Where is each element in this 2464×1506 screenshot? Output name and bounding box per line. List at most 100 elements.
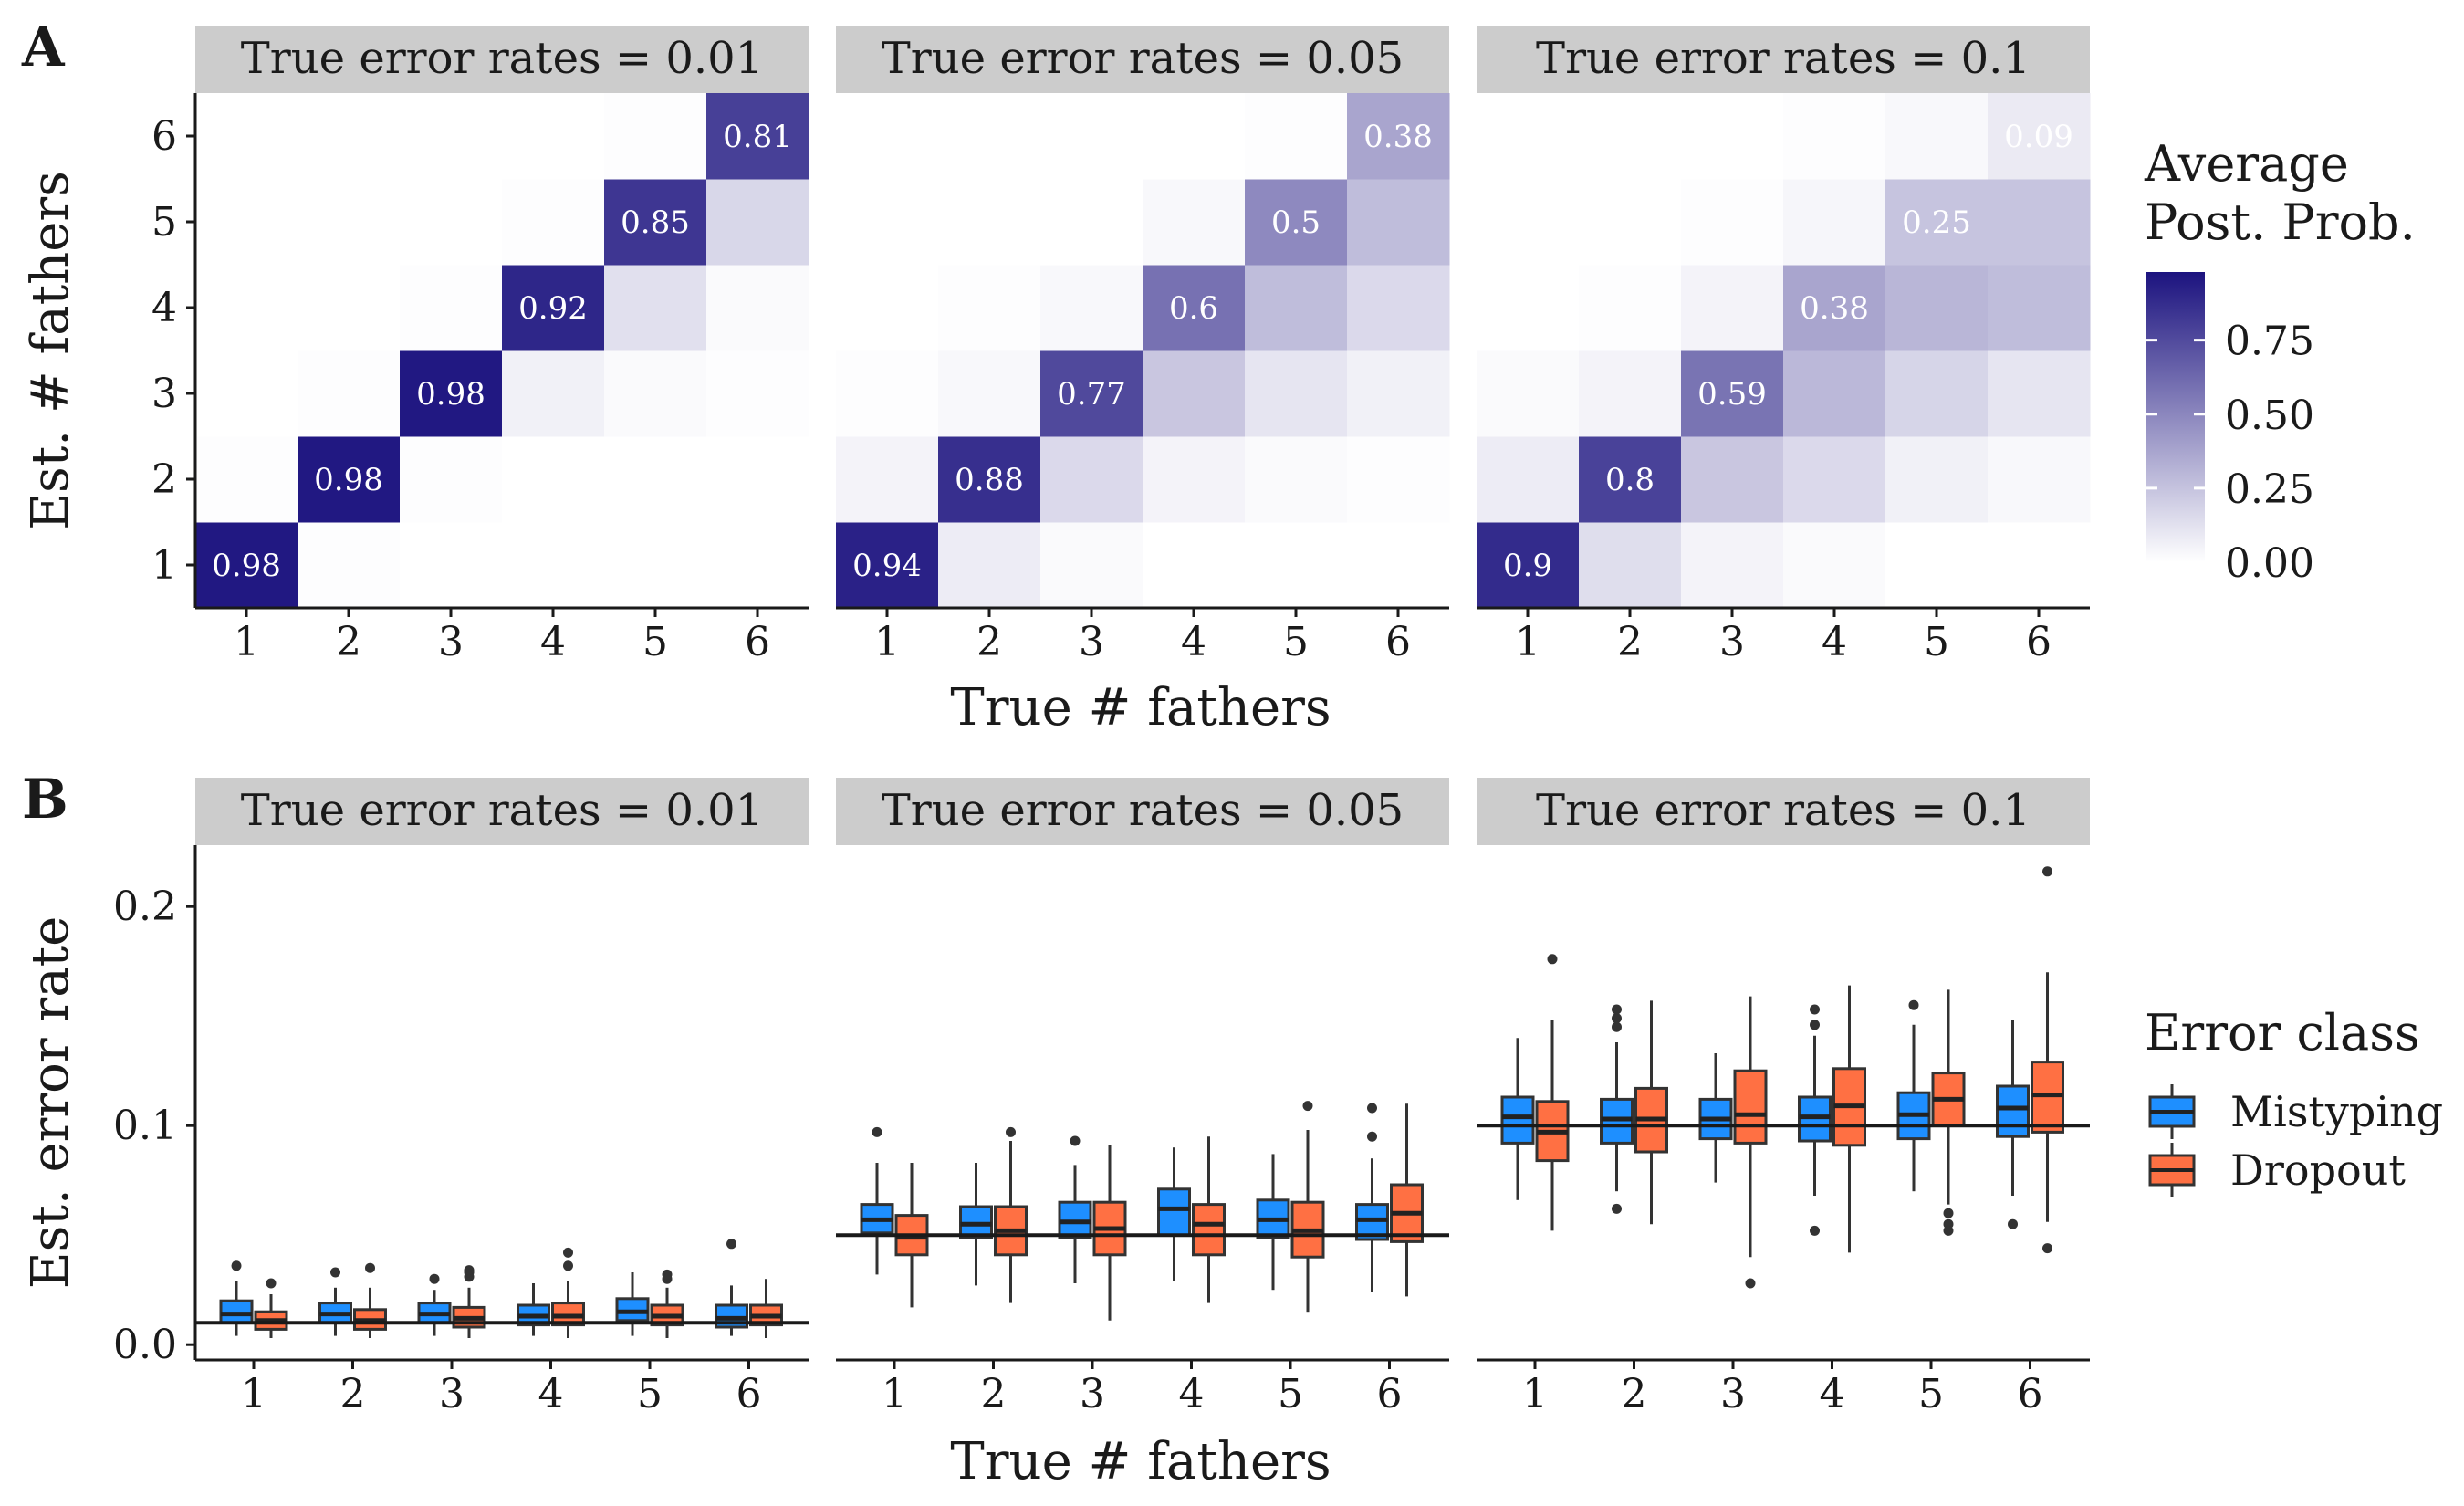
- heatmap-cell: [604, 350, 707, 437]
- y-tick-label-b: 0.0: [113, 1322, 177, 1368]
- box-dropout: [1192, 1203, 1226, 1257]
- x-tick-label-a: 2: [1617, 619, 1643, 665]
- x-tick-label-b: 6: [1377, 1371, 1403, 1417]
- heatmap-cell: [1783, 350, 1886, 437]
- facet-strip-b-1: [195, 778, 809, 845]
- heatmap-cell: [400, 350, 503, 437]
- heatmap-cell-label: 0.5: [1271, 204, 1321, 241]
- heatmap-cell: [298, 265, 401, 351]
- heatmap-cell: [1579, 436, 1682, 523]
- panel-tag-b: B: [22, 768, 68, 831]
- heatmap-cell: [1347, 179, 1450, 266]
- facet-strip-label-b-1: True error rates = 0.01: [241, 785, 763, 836]
- box-outlier: [563, 1247, 573, 1258]
- heatmap-cell: [195, 522, 298, 609]
- heatmap-cell: [195, 93, 298, 180]
- colorbar-tick-label: 0.50: [2225, 392, 2314, 439]
- heatmap-cell: [604, 436, 707, 523]
- heatmap-cell: [706, 93, 809, 180]
- x-tick-label-b: 5: [1278, 1371, 1303, 1417]
- heatmap-cell: [706, 436, 809, 523]
- box-outlier: [2042, 866, 2052, 877]
- box-mistyping: [1996, 1084, 2030, 1138]
- box-outlier: [1070, 1135, 1081, 1146]
- box-outlier: [1810, 1020, 1820, 1030]
- heatmap-cell: [298, 350, 401, 437]
- legend-error-class: Error class Mistyping Dropout: [2145, 1004, 2443, 1197]
- heatmap-cell: [1988, 93, 2091, 180]
- y-tick-label-a: 6: [151, 113, 177, 160]
- heatmap-cell: [1681, 265, 1784, 351]
- heatmap-cell: [400, 179, 503, 266]
- facet-strip-a-1: [195, 26, 809, 93]
- heatmap-cell: [1579, 522, 1682, 609]
- heatmap-cell: [1885, 179, 1989, 266]
- x-tick-label-a: 4: [1822, 619, 1847, 665]
- heatmap-cell: [1681, 179, 1784, 266]
- box-outlier: [1612, 1203, 1622, 1214]
- heatmap-cell: [502, 179, 605, 266]
- facet-strip-label-b-3: True error rates = 0.1: [1536, 785, 2031, 836]
- heatmap-cell: [1477, 179, 1580, 266]
- heatmap-cell-label: 0.98: [314, 462, 383, 498]
- heatmap-cell: [1681, 522, 1784, 609]
- heatmap-cell: [1885, 93, 1989, 180]
- x-tick-label-a: 3: [1079, 619, 1104, 665]
- facet-strip-b-2: [836, 778, 1449, 845]
- x-tick-label-b: 6: [2018, 1371, 2043, 1417]
- x-tick-label-b: 2: [1622, 1371, 1647, 1417]
- heatmap-cell-label: 0.81: [723, 119, 792, 155]
- heatmap-cell: [604, 522, 707, 609]
- heatmap-cell: [1347, 93, 1450, 180]
- heatmap-cell: [1579, 350, 1682, 437]
- y-axis-title-b: Est. error rate: [21, 916, 80, 1290]
- heatmap-cell: [1477, 93, 1580, 180]
- heatmap-cell: [1245, 350, 1348, 437]
- x-tick-label-b: 5: [637, 1371, 663, 1417]
- x-tick-label-a: 4: [1181, 619, 1206, 665]
- heatmap-cell: [195, 350, 298, 437]
- box-mistyping: [1157, 1187, 1191, 1237]
- y-tick-label-a: 2: [151, 456, 177, 503]
- box-outlier: [231, 1260, 242, 1271]
- heatmap-cell: [836, 179, 939, 266]
- heatmap-cell: [1681, 350, 1784, 437]
- box-outlier: [2042, 1243, 2052, 1254]
- y-axis-title-a: Est. # fathers: [21, 171, 80, 530]
- x-tick-label-a: 5: [642, 619, 668, 665]
- x-tick-label-b: 4: [1820, 1371, 1845, 1417]
- heatmap-cell: [836, 93, 939, 180]
- heatmap-cell: [1040, 265, 1143, 351]
- heatmap-cell: [1477, 436, 1580, 523]
- heatmap-cell: [502, 522, 605, 609]
- box-outlier: [2008, 1218, 2018, 1229]
- heatmap-cell: [195, 179, 298, 266]
- x-tick-label-a: 1: [1515, 619, 1540, 665]
- heatmap-cell: [400, 265, 503, 351]
- x-tick-label-a: 5: [1283, 619, 1309, 665]
- heatmap-cell: [938, 350, 1041, 437]
- x-tick-label-b: 4: [1179, 1371, 1205, 1417]
- heatmap-cell: [1477, 522, 1580, 609]
- x-tick-label-b: 2: [340, 1371, 366, 1417]
- x-tick-label-a: 3: [1719, 619, 1745, 665]
- facet-strip-label-a-2: True error rates = 0.05: [882, 33, 1404, 84]
- heatmap-cell-label: 0.38: [1800, 290, 1869, 327]
- heatmap-cell: [1347, 436, 1450, 523]
- heatmap-cell: [706, 265, 809, 351]
- facet-strip-label-a-3: True error rates = 0.1: [1536, 33, 2031, 84]
- y-tick-label-a: 1: [151, 542, 177, 589]
- heatmap-cell: [1885, 436, 1989, 523]
- heatmap-cell: [195, 265, 298, 351]
- box-outlier: [662, 1269, 673, 1280]
- box-outlier: [1745, 1278, 1756, 1289]
- heatmap-cell: [195, 436, 298, 523]
- heatmap-cell: [1988, 350, 2091, 437]
- box-outlier: [1547, 954, 1558, 965]
- x-tick-label-a: 1: [234, 619, 259, 665]
- box-outlier: [872, 1126, 882, 1137]
- heatmap-cell: [400, 436, 503, 523]
- heatmap-cell: [1347, 350, 1450, 437]
- y-tick-label-a: 5: [151, 199, 177, 246]
